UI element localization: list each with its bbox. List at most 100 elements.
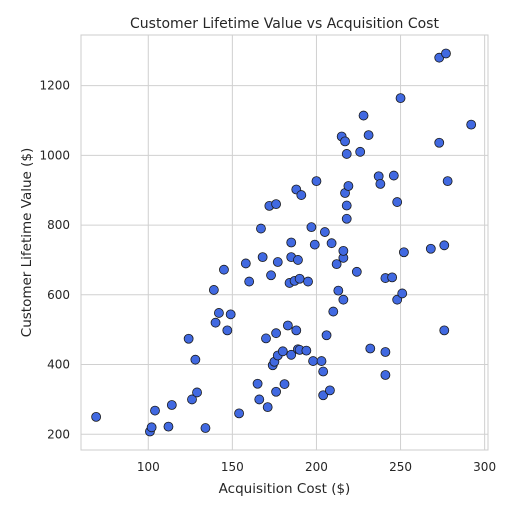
data-point <box>244 276 255 287</box>
data-point <box>308 356 318 366</box>
data-point <box>214 308 224 318</box>
data-point <box>425 243 436 254</box>
y-axis-label: Customer Lifetime Value ($) <box>19 148 35 337</box>
data-point <box>296 190 307 200</box>
data-point <box>279 379 290 389</box>
y-tick-label: 1000 <box>39 148 70 162</box>
data-point <box>222 325 233 336</box>
data-point <box>319 227 330 237</box>
data-point <box>434 137 445 148</box>
data-point <box>293 255 303 265</box>
data-point <box>200 423 211 433</box>
y-tick-label: 800 <box>47 218 70 232</box>
data-point <box>190 354 201 365</box>
data-point <box>303 276 313 287</box>
data-point <box>150 405 160 416</box>
data-point <box>256 223 266 234</box>
y-tick-label: 400 <box>47 358 70 372</box>
data-point <box>306 222 317 233</box>
data-point <box>395 93 406 104</box>
data-point <box>338 294 349 305</box>
data-point <box>210 317 221 328</box>
data-point <box>439 325 450 336</box>
x-axis-label: Acquisition Cost ($) <box>219 481 351 497</box>
x-tick-label: 250 <box>389 460 412 474</box>
data-point <box>271 386 281 397</box>
x-tick-label: 300 <box>473 460 496 474</box>
data-point <box>388 170 399 181</box>
data-point <box>363 130 374 140</box>
data-point <box>321 330 332 341</box>
data-point <box>309 239 320 250</box>
data-point <box>380 347 391 357</box>
data-point <box>192 387 202 398</box>
data-point <box>355 146 366 157</box>
x-tick-label: 200 <box>305 460 328 474</box>
data-point <box>91 411 102 422</box>
data-point <box>392 197 403 207</box>
data-point <box>146 422 157 433</box>
data-point <box>333 285 344 296</box>
data-point <box>351 266 362 277</box>
chart-title: Customer Lifetime Value vs Acquisition C… <box>130 16 439 32</box>
data-point <box>266 270 276 281</box>
data-point <box>441 48 451 59</box>
x-tick-label: 150 <box>221 460 244 474</box>
data-point <box>294 273 305 284</box>
x-tick-label: 100 <box>137 460 160 474</box>
data-point <box>466 119 477 130</box>
data-point <box>365 343 376 354</box>
data-point <box>340 136 350 147</box>
data-point <box>399 247 409 258</box>
y-axis-ticks: 200 400 600 800 1000 1200 <box>39 79 70 442</box>
data-point <box>316 356 327 366</box>
data-point <box>397 288 408 299</box>
data-point <box>291 325 302 336</box>
data-point <box>328 306 339 317</box>
data-point <box>234 408 244 419</box>
data-point <box>183 333 194 344</box>
data-point <box>262 402 273 413</box>
data-point <box>219 264 229 275</box>
y-tick-label: 200 <box>47 427 70 441</box>
data-point <box>341 149 352 159</box>
data-point <box>257 252 268 263</box>
data-point <box>442 176 453 187</box>
data-point <box>311 176 322 187</box>
data-point <box>286 349 297 360</box>
data-point <box>166 400 177 410</box>
data-point <box>341 200 352 211</box>
data-point <box>341 213 352 224</box>
y-tick-label: 600 <box>47 288 70 302</box>
data-point <box>301 345 312 356</box>
data-point <box>271 199 281 210</box>
data-point <box>277 346 288 357</box>
data-point <box>272 257 283 267</box>
data-point <box>187 394 197 405</box>
data-point <box>318 366 329 377</box>
data-point <box>240 258 251 269</box>
y-tick-label: 1200 <box>39 79 70 93</box>
x-axis-ticks: 100 150 200 250 300 <box>137 460 496 474</box>
data-points <box>91 48 477 437</box>
data-point <box>286 237 297 248</box>
data-point <box>326 238 337 249</box>
data-point <box>254 394 265 405</box>
data-point <box>163 421 174 432</box>
data-point <box>358 110 369 121</box>
data-point <box>331 259 342 270</box>
data-point <box>343 181 354 191</box>
data-point <box>318 390 329 401</box>
data-point <box>392 294 403 305</box>
data-point <box>252 378 263 389</box>
data-point <box>271 328 281 339</box>
grid-lines <box>81 35 488 450</box>
data-point <box>282 320 293 331</box>
data-point <box>439 240 450 251</box>
data-point <box>261 333 271 344</box>
data-point <box>387 272 398 283</box>
data-point <box>338 245 349 256</box>
data-point <box>208 285 219 295</box>
